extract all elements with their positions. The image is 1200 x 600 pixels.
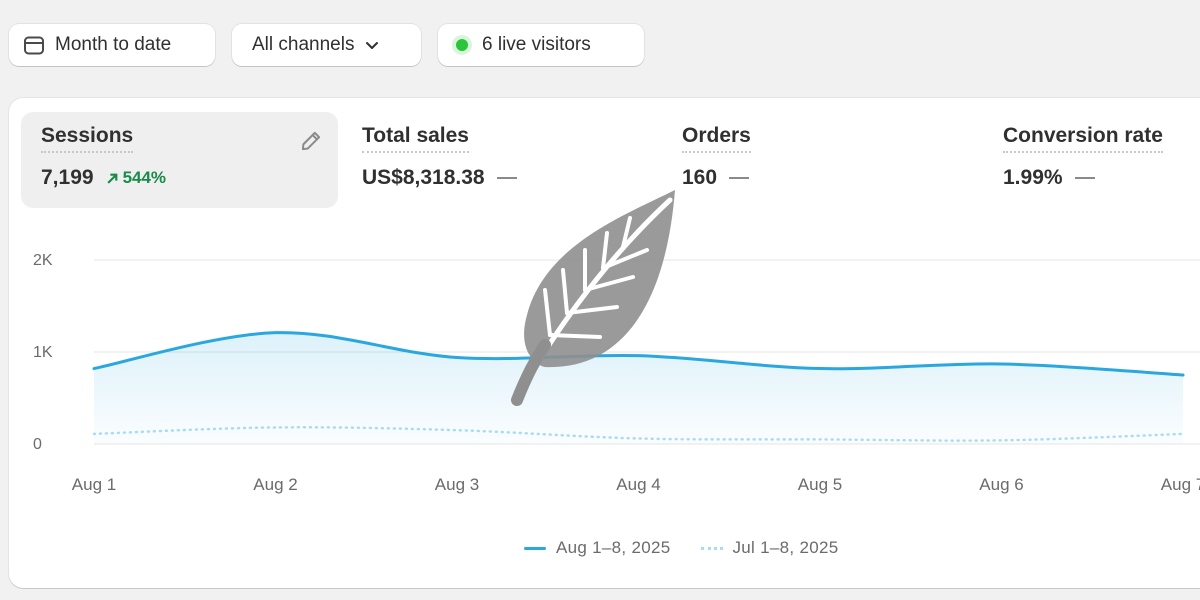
no-change-dash [1074, 177, 1095, 179]
date-range-label: Month to date [55, 34, 172, 55]
y-tick-label: 1K [33, 344, 53, 361]
x-tick-label: Aug 7 [1161, 475, 1200, 494]
live-status-dot-icon [456, 39, 468, 51]
x-tick-label: Aug 6 [979, 475, 1023, 494]
chart-legend: Aug 1–8, 2025 Jul 1–8, 2025 [524, 538, 838, 558]
chevron-down-icon [366, 42, 379, 49]
metric-label-orders: Orders [682, 124, 751, 153]
legend-swatch-solid [524, 546, 546, 550]
metric-sessions[interactable]: Sessions 7,199 544% [21, 112, 338, 208]
metric-value-sessions: 7,199 [41, 166, 94, 189]
metric-value-orders: 160 [682, 166, 718, 189]
x-tick-label: Aug 3 [435, 475, 479, 494]
calendar-icon [24, 36, 44, 55]
channel-select[interactable]: All channels [232, 24, 421, 66]
change-badge: 544% [106, 168, 166, 188]
live-visitors-label: 6 live visitors [482, 34, 591, 55]
no-change-dash [496, 177, 517, 179]
x-tick-label: Aug 2 [253, 475, 297, 494]
metric-value-conversion-rate: 1.99% [1003, 166, 1063, 189]
change-value: 544% [122, 168, 167, 187]
pencil-icon[interactable] [298, 128, 324, 154]
x-tick-label: Aug 5 [798, 475, 842, 494]
legend-label-comparison: Jul 1–8, 2025 [732, 538, 839, 557]
metric-orders[interactable]: Orders 160 [662, 112, 962, 208]
channel-label: All channels [252, 34, 355, 55]
metric-total-sales[interactable]: Total sales US$8,318.38 [342, 112, 642, 208]
live-visitors-button[interactable]: 6 live visitors [438, 24, 644, 66]
y-tick-label: 0 [33, 436, 42, 453]
leaf-watermark-icon [511, 190, 675, 406]
sessions-chart: 2K 1K 0 Aug 1 Aug 2 Aug 3 Aug 4 Aug 5 Aug 6 Aug … [33, 252, 1200, 494]
metric-label-conversion-rate: Conversion rate [1003, 124, 1163, 153]
x-tick-label: Aug 4 [616, 475, 660, 494]
legend-item-comparison[interactable]: Jul 1–8, 2025 [700, 538, 839, 558]
series-line-current [92, 331, 1185, 377]
metric-label-sessions: Sessions [41, 124, 134, 153]
legend-label-current: Aug 1–8, 2025 [556, 538, 671, 557]
series-area-fill [94, 332, 1183, 444]
y-tick-label: 2K [33, 252, 53, 269]
arrow-up-right-icon [106, 173, 117, 184]
series-line-comparison [92, 426, 1185, 442]
filter-bar: Month to date All channels 6 live visito… [9, 24, 644, 66]
x-tick-label: Aug 1 [72, 475, 116, 494]
date-range-button[interactable]: Month to date [9, 24, 215, 66]
metric-label-total-sales: Total sales [362, 124, 469, 153]
legend-swatch-dotted [700, 546, 723, 550]
no-change-dash [729, 177, 750, 179]
metric-value-total-sales: US$8,318.38 [362, 166, 485, 189]
legend-item-current[interactable]: Aug 1–8, 2025 [524, 538, 671, 558]
metric-conversion-rate[interactable]: Conversion rate 1.99% [983, 112, 1200, 208]
